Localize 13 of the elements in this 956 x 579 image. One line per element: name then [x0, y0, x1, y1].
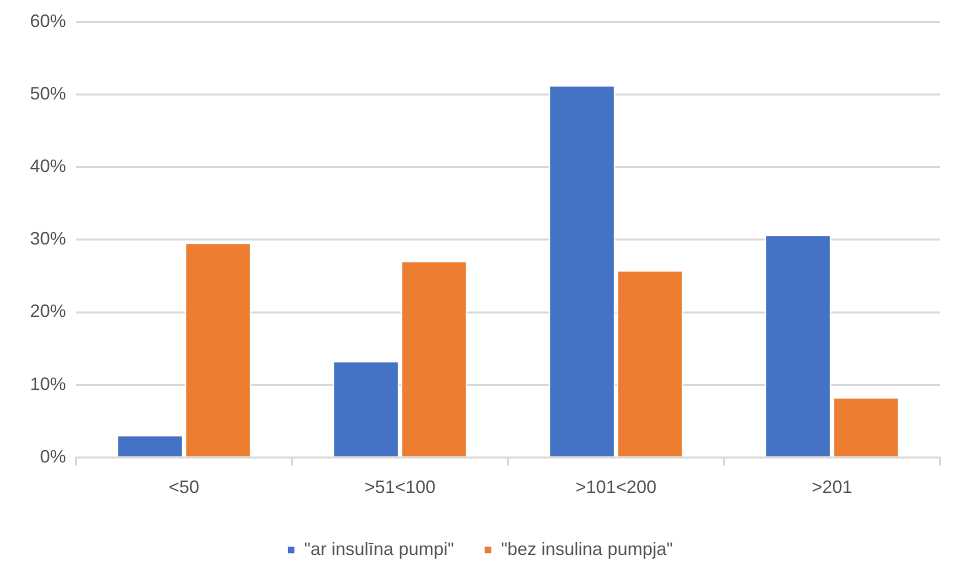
y-tick-label: 60%	[30, 10, 66, 31]
x-tick-label: >101<200	[575, 477, 657, 498]
y-tick-label: 50%	[30, 84, 66, 104]
y-tick-label: 30%	[30, 228, 66, 249]
y-tick-label: 20%	[30, 301, 66, 322]
legend-label: "bez insulina pumpja"	[500, 538, 673, 559]
legend-label: "ar insulīna pumpi"	[304, 538, 454, 559]
y-tick-label: 40%	[30, 156, 66, 176]
x-tick-label: >201	[812, 477, 852, 498]
x-tick-label: >51<100	[364, 477, 436, 498]
x-tick-label: <50	[168, 477, 200, 498]
y-tick-label: 10%	[30, 374, 66, 394]
y-tick-label: 0%	[40, 446, 66, 466]
